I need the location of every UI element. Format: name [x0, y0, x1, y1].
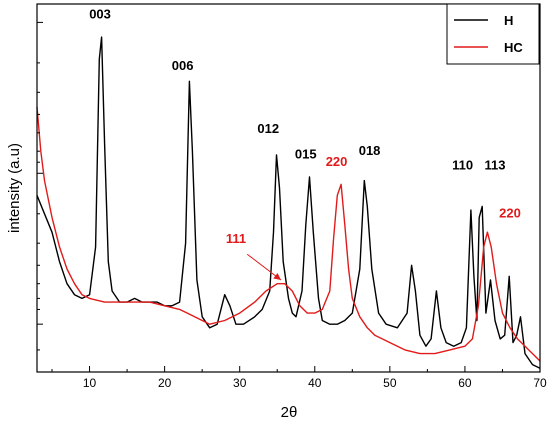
peak-label: 018 — [359, 143, 381, 158]
legend: H HC — [446, 3, 540, 65]
peak-label: 110 — [452, 158, 473, 173]
peak-label: 012 — [257, 121, 279, 136]
series-layer — [36, 36, 541, 369]
series-line-hc — [36, 106, 541, 362]
peak-label: 006 — [172, 58, 194, 73]
peak-label: 220 — [499, 205, 521, 220]
x-tick-label: 50 — [383, 376, 397, 390]
peak-label: 111 — [226, 231, 246, 246]
x-tick-label: 60 — [458, 376, 472, 390]
y-axis-title: intensity (a.u) — [6, 143, 23, 233]
x-tick-label: 20 — [158, 376, 172, 390]
x-tick-label: 70 — [533, 376, 547, 390]
x-tick-label: 40 — [308, 376, 322, 390]
legend-box — [446, 3, 540, 65]
legend-label-h: H — [504, 13, 513, 28]
x-axis-title: 2θ — [281, 404, 298, 421]
annotation-arrow-line — [246, 253, 282, 281]
x-tick-label: 10 — [83, 376, 97, 390]
plot-frame — [36, 3, 541, 373]
peak-label: 220 — [326, 154, 348, 169]
axes-layer — [36, 3, 541, 373]
annotation-layer: 003 006 012 015 220 018 110 113 220 111 — [89, 7, 521, 281]
peak-label: 015 — [295, 147, 317, 162]
peak-label: 113 — [484, 158, 505, 173]
annotation-arrow-head — [273, 272, 281, 280]
ticks-layer: 10 20 30 40 50 60 70 — [37, 21, 547, 390]
peak-label: 003 — [89, 7, 111, 22]
x-tick-label: 30 — [233, 376, 247, 390]
legend-label-hc: HC — [504, 40, 523, 55]
